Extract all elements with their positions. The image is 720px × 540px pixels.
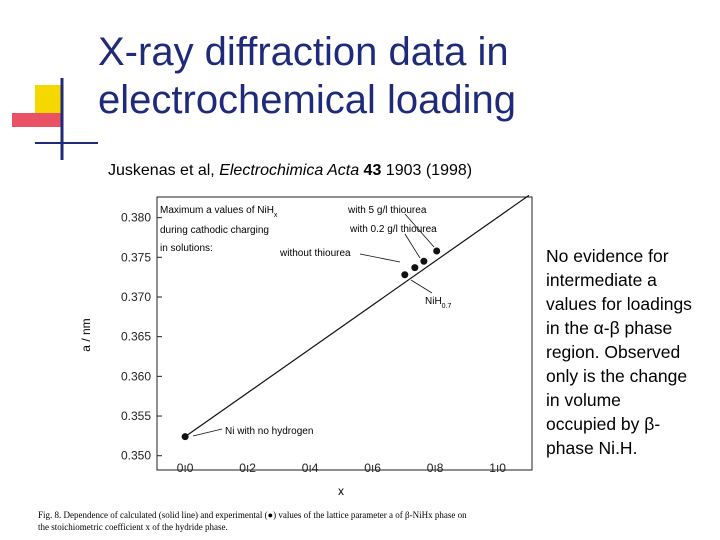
plot-frame [156,196,533,471]
annotation: in solutions: [160,243,213,254]
annotation-text: without thiourea [279,248,351,259]
y-tick-label: 0.380 [121,211,151,225]
annotation: with 0.2 g/l thiourea [349,224,437,235]
title-line: X-ray diffraction data in [98,30,509,74]
title-line: electrochemical loading [98,78,517,122]
slide-title: X-ray diffraction data in electrochemica… [98,28,516,124]
pages-year: 1903 (1998) [385,162,473,179]
annotation: Ni with no hydrogen [225,426,313,437]
data-point [401,271,409,279]
x-tick-label: 1.0 [489,461,506,475]
citation: Juskenas et al, Electrochimica Acta 43 1… [108,162,472,180]
y-tick-label: 0.350 [121,449,151,463]
data-point [433,247,441,255]
annotation-text: during cathodic charging [160,225,269,236]
annotation: without thiourea [279,248,351,259]
data-point [420,257,428,265]
decor-bar [12,113,62,127]
figure-caption: the stoichiometric coefficient x of the … [38,522,228,532]
side-text-line: region. Observed [546,342,681,362]
annotation-text: with 0.2 g/l thiourea [349,224,437,235]
annotation-subscript: 0.7 [442,303,452,310]
x-tick-label: 0.2 [239,461,256,475]
side-text-line: in the α-β phase [546,318,673,338]
side-text-line: phase Ni.H. [546,438,638,458]
side-text-line: intermediate a [546,270,657,290]
side-text-line: only is the change [546,366,688,386]
calculated-line [184,194,530,438]
side-text: No evidence for intermediate a values for … [546,244,692,460]
authors: Juskenas et al, [108,162,215,179]
side-text-line: No evidence for [546,246,669,266]
data-point [411,264,419,272]
volume: 43 [363,162,382,179]
annotation: NiH0.7 [425,296,452,310]
annotation-subscript: x [274,212,278,219]
annotation-text: NiH [425,296,442,307]
data-point [181,433,189,441]
annotation: Maximum a values of NiHx [160,205,278,219]
y-tick-label: 0.375 [121,250,151,264]
journal: Electrochimica Acta [219,162,360,179]
x-tick-label: 0.8 [427,461,444,475]
arrows [192,213,435,437]
side-text-line: in volume [546,390,621,410]
y-tick-label: 0.360 [121,369,151,383]
y-axis-label: a / nm [79,318,93,351]
side-text-line: values for loadings [546,294,692,314]
y-tick-label: 0.355 [121,409,151,423]
y-tick-label: 0.365 [121,330,151,344]
x-tick-label: 0.4 [302,461,319,475]
annotation-text: with 5 g/l thiourea [347,205,427,216]
figure-caption: Fig. 8. Dependence of calculated (solid … [38,510,467,520]
annotation: during cathodic charging [160,225,269,236]
annotation-text: Ni with no hydrogen [225,426,313,437]
x-tick-label: 0.6 [364,461,381,475]
side-text-line: occupied by β- [546,414,661,434]
annotation-text: in solutions: [160,243,213,254]
x-axis-label: x [338,484,344,498]
y-tick-label: 0.370 [121,290,151,304]
x-tick-label: 0.0 [177,461,194,475]
decor-square [35,85,63,113]
annotation-text: Maximum a values of NiH [160,205,274,216]
annotation: with 5 g/l thiourea [347,205,427,216]
